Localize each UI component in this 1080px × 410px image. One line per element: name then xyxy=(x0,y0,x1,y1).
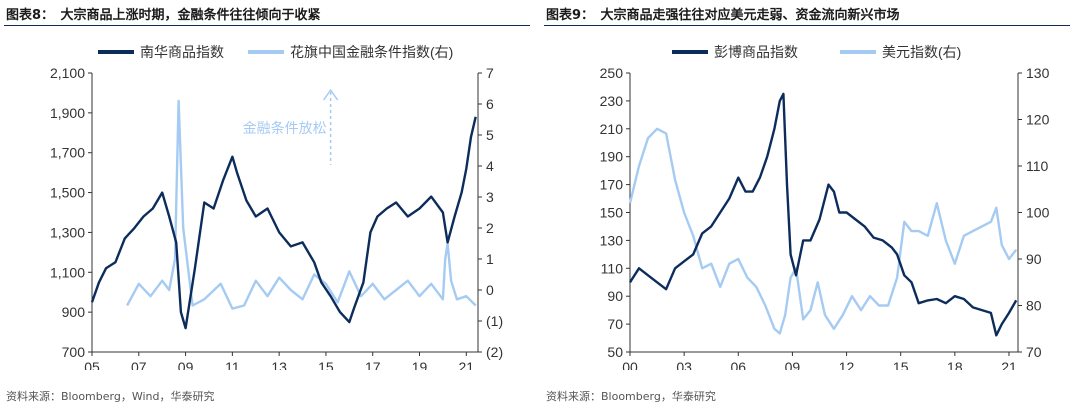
y-right-tick-label: 6 xyxy=(486,96,494,112)
y-left-tick-label: 1,100 xyxy=(50,264,85,280)
x-tick-label: 05 xyxy=(84,359,100,370)
y-left-tick-label: 50 xyxy=(607,344,623,360)
series-line-1 xyxy=(90,116,477,330)
y-right-tick-label: 80 xyxy=(1026,298,1042,314)
y-right-tick-label: 3 xyxy=(486,189,494,205)
series-line-2 xyxy=(628,127,1018,335)
y-right-tick-label: 70 xyxy=(1026,344,1042,360)
chart-1-source: 资料来源：Bloomberg，Wind，华泰研究 xyxy=(6,390,215,403)
annotation-arrow-head xyxy=(323,88,339,101)
y-left-tick-label: 170 xyxy=(600,177,624,193)
x-tick-label: 21 xyxy=(459,359,475,370)
x-tick-label: 12 xyxy=(839,359,855,370)
x-tick-label: 00 xyxy=(622,359,638,370)
legend-label-2: 花旗中国金融条件指数(右) xyxy=(290,44,453,60)
y-left-tick-label: 70 xyxy=(607,316,623,332)
y-right-tick-label: 100 xyxy=(1026,205,1050,221)
x-tick-label: 11 xyxy=(225,359,240,370)
y-left-tick-label: 130 xyxy=(600,232,624,248)
x-tick-label: 19 xyxy=(412,359,428,370)
y-left-tick-label: 700 xyxy=(62,344,86,360)
y-left-tick-label: 230 xyxy=(600,93,624,109)
x-tick-label: 18 xyxy=(947,359,963,370)
x-tick-label: 21 xyxy=(1001,359,1017,370)
chart-panel-1: 图表8： 大宗商品上涨时期，金融条件往往倾向于收紧 2,100 1,900 1,70… xyxy=(4,8,530,403)
chart-1-plot: 2,1001,9001,7001,5001,3001,1009007007654… xyxy=(50,44,503,370)
y-left-tick-label: 900 xyxy=(62,304,86,320)
x-tick-label: 03 xyxy=(676,359,692,370)
y-left-tick-label: 1,500 xyxy=(50,185,85,201)
x-tick-label: 17 xyxy=(365,359,381,370)
y-left-tick-label: 90 xyxy=(607,288,623,304)
y-right-tick-label: (2) xyxy=(486,344,503,360)
y-left-tick-label: 190 xyxy=(600,149,624,165)
chart-1-title: 图表8： 大宗商品上涨时期，金融条件往往倾向于收紧 xyxy=(6,8,321,23)
y-left-tick-label: 1,900 xyxy=(50,105,85,121)
y-left-tick-label: 2,100 xyxy=(50,65,85,81)
annotation-label: 金融条件放松 xyxy=(243,120,327,136)
y-left-tick-label: 110 xyxy=(601,260,624,276)
legend-label-1: 彭博商品指数 xyxy=(714,44,798,60)
x-tick-label: 07 xyxy=(131,359,147,370)
y-left-tick-label: 250 xyxy=(600,65,624,81)
y-right-tick-label: 110 xyxy=(1026,158,1049,174)
y-right-tick-label: 0 xyxy=(486,282,494,298)
series-line-2 xyxy=(126,99,477,310)
series-line-1 xyxy=(628,92,1018,337)
chart-2-title: 图表9： 大宗商品走强往往对应美元走弱、资金流向新兴市场 xyxy=(546,8,900,23)
title-rule xyxy=(4,25,530,26)
x-tick-label: 09 xyxy=(785,359,801,370)
y-left-tick-label: 1,700 xyxy=(50,145,85,161)
legend-label-1: 南华商品指数 xyxy=(140,44,224,60)
x-tick-label: 06 xyxy=(730,359,746,370)
legend-label-2: 美元指数(右) xyxy=(882,44,961,60)
chart-2-plot: 250 230 210 190 170 150 130 110 90 70 50 130 120 110 1… xyxy=(600,44,1050,370)
y-right-tick-label: 2 xyxy=(486,220,494,236)
y-left-tick-label: 210 xyxy=(600,121,624,137)
chart-2-source: 资料来源：Bloomberg，华泰研究 xyxy=(546,390,716,403)
y-right-tick-label: 1 xyxy=(486,251,494,267)
x-tick-label: 09 xyxy=(178,359,194,370)
chart-panel-2: 图表9： 大宗商品走强往往对应美元走弱、资金流向新兴市场 250 230 210 19… xyxy=(540,0,1080,410)
y-right-tick-label: (1) xyxy=(486,313,503,329)
y-right-tick-label: 90 xyxy=(1026,251,1042,267)
y-right-tick-label: 5 xyxy=(486,127,494,143)
y-left-tick-label: 1,300 xyxy=(50,224,85,240)
y-right-tick-label: 130 xyxy=(1026,65,1050,81)
y-left-tick-label: 150 xyxy=(600,205,624,221)
title-rule xyxy=(544,25,1070,26)
y-right-tick-label: 4 xyxy=(486,158,494,174)
x-tick-label: 15 xyxy=(318,359,334,370)
x-tick-label: 13 xyxy=(271,359,287,370)
x-tick-label: 15 xyxy=(893,359,909,370)
y-right-tick-label: 120 xyxy=(1026,112,1050,128)
y-right-tick-label: 7 xyxy=(486,65,494,81)
